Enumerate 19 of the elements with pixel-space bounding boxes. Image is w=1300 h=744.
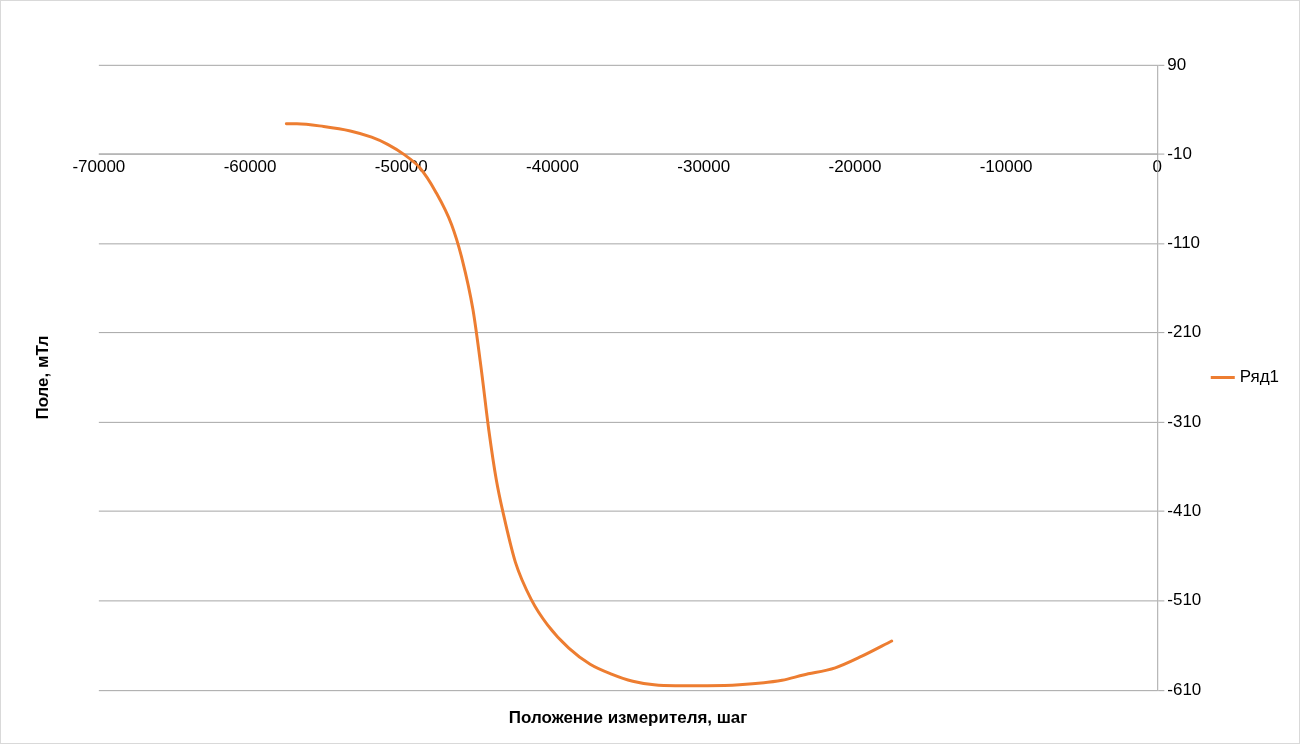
y-tick-label: -110 [1167,233,1201,253]
y-tick-label: -410 [1167,501,1202,521]
x-tick-label: -60000 [223,157,277,176]
x-tick-label: -40000 [526,157,579,176]
legend-label: Ряд1 [1239,367,1280,387]
x-tick-label: -30000 [677,157,731,176]
x-tick-label: 0 [1152,157,1163,176]
x-tick-label: -20000 [828,157,882,176]
y-tick-label: -10 [1167,143,1192,163]
line-series [284,122,894,688]
x-tick-label: -70000 [72,157,126,176]
x-tick-label: -10000 [979,157,1033,176]
y-tick-label: -310 [1167,411,1202,431]
x-axis-title: Положение измерителя, шаг [508,707,748,727]
y-axis-title: Поле, мТл [32,335,52,420]
y-tick-label: 90 [1167,54,1187,74]
y-tick-label: -510 [1167,590,1202,610]
y-tick-label: -210 [1167,322,1202,342]
y-tick-label: -610 [1167,679,1202,699]
